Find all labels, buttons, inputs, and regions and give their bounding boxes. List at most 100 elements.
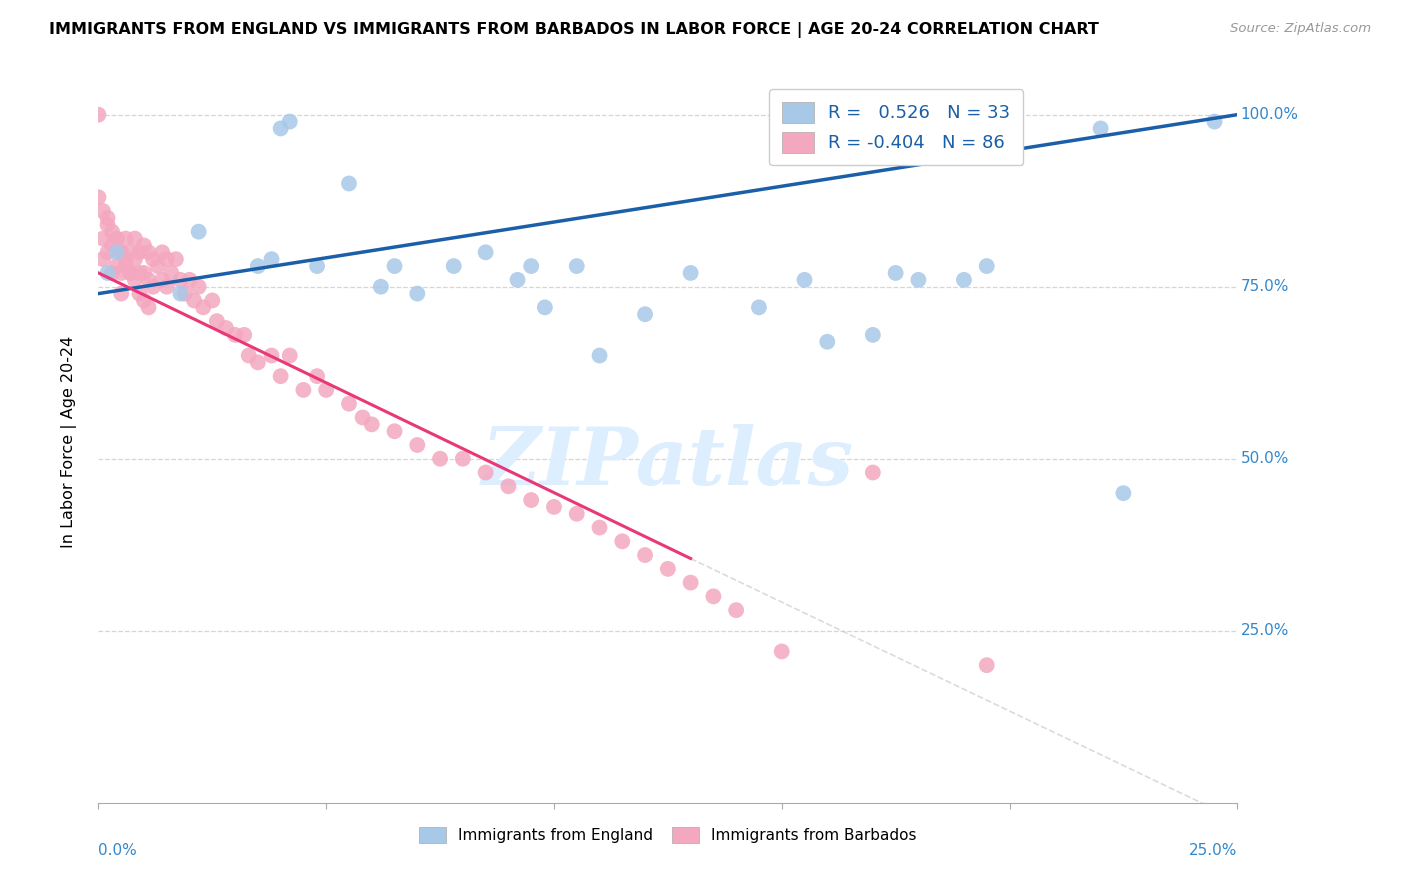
Point — [110, 245, 132, 260]
Point — [187, 225, 209, 239]
Point — [187, 279, 209, 293]
Point — [101, 225, 124, 239]
Point — [138, 273, 160, 287]
Text: ZIPatlas: ZIPatlas — [482, 425, 853, 502]
Point — [520, 259, 543, 273]
Point — [105, 231, 128, 245]
Point — [679, 266, 702, 280]
Point — [976, 658, 998, 673]
Point — [725, 603, 748, 617]
Point — [132, 293, 155, 308]
Point — [370, 279, 392, 293]
Point — [360, 417, 382, 432]
Point — [233, 327, 256, 342]
Point — [91, 204, 114, 219]
Point — [443, 259, 465, 273]
Text: 75.0%: 75.0% — [1240, 279, 1289, 294]
Text: Source: ZipAtlas.com: Source: ZipAtlas.com — [1230, 22, 1371, 36]
Point — [246, 355, 269, 369]
Point — [91, 231, 114, 245]
Point — [862, 327, 884, 342]
Point — [156, 252, 179, 267]
Point — [96, 211, 118, 225]
Point — [169, 273, 191, 287]
Point — [120, 266, 142, 280]
Point — [96, 266, 118, 280]
Point — [101, 266, 124, 280]
Point — [138, 245, 160, 260]
Point — [114, 252, 136, 267]
Point — [1204, 114, 1226, 128]
Point — [87, 108, 110, 122]
Legend: Immigrants from England, Immigrants from Barbados: Immigrants from England, Immigrants from… — [412, 822, 924, 849]
Point — [278, 349, 301, 363]
Point — [679, 575, 702, 590]
Point — [337, 397, 360, 411]
Point — [384, 259, 406, 273]
Point — [101, 238, 124, 252]
Point — [142, 279, 165, 293]
Point — [270, 121, 292, 136]
Point — [406, 438, 429, 452]
Point — [114, 259, 136, 273]
Point — [862, 466, 884, 480]
Point — [91, 252, 114, 267]
Text: 25.0%: 25.0% — [1189, 843, 1237, 857]
Point — [110, 245, 132, 260]
Point — [534, 301, 557, 315]
Point — [215, 321, 238, 335]
Point — [748, 301, 770, 315]
Point — [142, 252, 165, 267]
Point — [146, 259, 169, 273]
Point — [793, 273, 815, 287]
Text: 0.0%: 0.0% — [98, 843, 138, 857]
Point — [124, 252, 146, 267]
Point — [976, 259, 998, 273]
Text: IMMIGRANTS FROM ENGLAND VS IMMIGRANTS FROM BARBADOS IN LABOR FORCE | AGE 20-24 C: IMMIGRANTS FROM ENGLAND VS IMMIGRANTS FR… — [49, 22, 1099, 38]
Point — [1112, 486, 1135, 500]
Point — [105, 259, 128, 273]
Point — [292, 383, 315, 397]
Point — [105, 245, 128, 260]
Point — [183, 293, 205, 308]
Point — [120, 245, 142, 260]
Point — [110, 266, 132, 280]
Y-axis label: In Labor Force | Age 20-24: In Labor Force | Age 20-24 — [60, 335, 77, 548]
Point — [702, 590, 724, 604]
Point — [132, 266, 155, 280]
Point — [474, 245, 496, 260]
Point — [907, 273, 929, 287]
Point — [120, 266, 142, 280]
Point — [815, 334, 838, 349]
Point — [278, 114, 301, 128]
Point — [884, 266, 907, 280]
Text: 25.0%: 25.0% — [1240, 624, 1289, 639]
Point — [506, 273, 529, 287]
Point — [953, 273, 976, 287]
Point — [634, 307, 657, 321]
Point — [110, 286, 132, 301]
Point — [520, 493, 543, 508]
Point — [128, 245, 150, 260]
Point — [238, 349, 260, 363]
Point — [337, 177, 360, 191]
Point — [160, 266, 183, 280]
Point — [201, 293, 224, 308]
Point — [124, 231, 146, 245]
Point — [165, 252, 187, 267]
Point — [193, 301, 215, 315]
Point — [588, 520, 610, 534]
Point — [498, 479, 520, 493]
Point — [224, 327, 246, 342]
Point — [612, 534, 634, 549]
Point — [260, 252, 283, 267]
Point — [384, 424, 406, 438]
Text: 50.0%: 50.0% — [1240, 451, 1289, 467]
Point — [429, 451, 451, 466]
Point — [169, 286, 191, 301]
Point — [451, 451, 474, 466]
Point — [474, 466, 496, 480]
Point — [105, 231, 128, 245]
Point — [246, 259, 269, 273]
Point — [307, 259, 329, 273]
